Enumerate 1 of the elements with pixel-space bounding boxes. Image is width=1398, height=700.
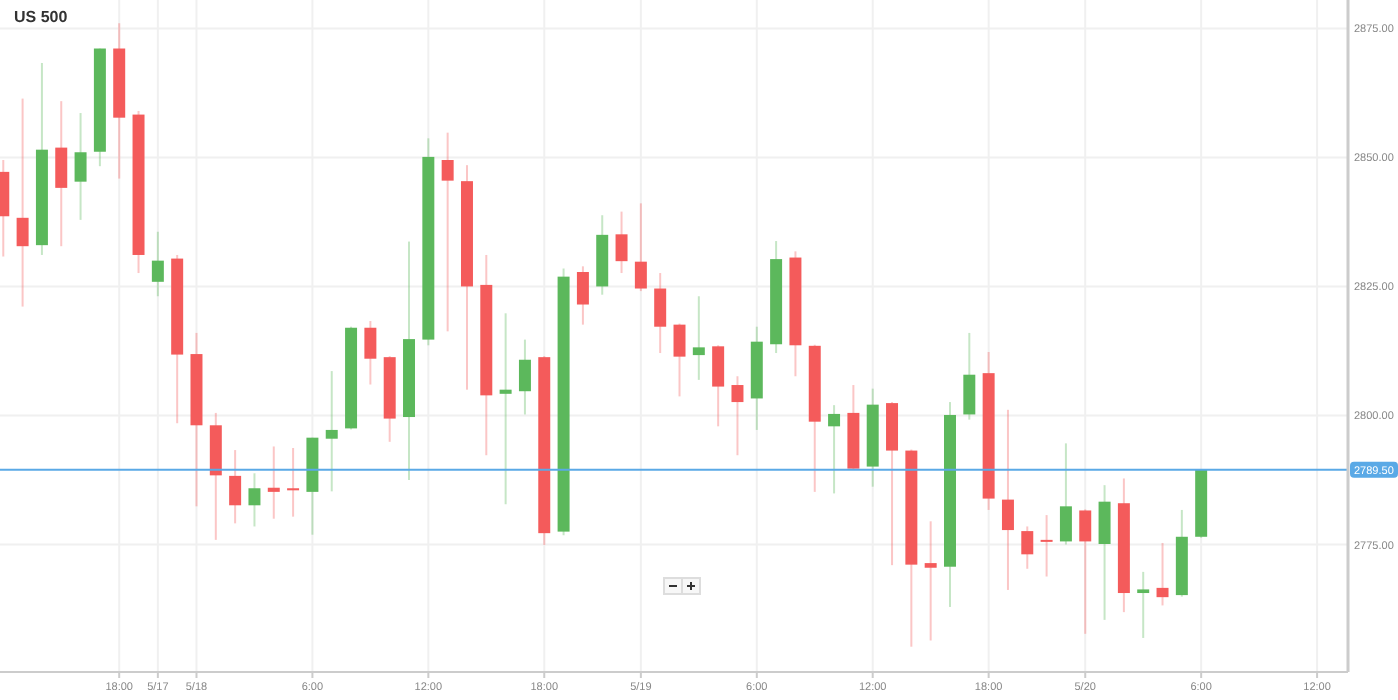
text: US 500 bbox=[14, 8, 69, 26]
